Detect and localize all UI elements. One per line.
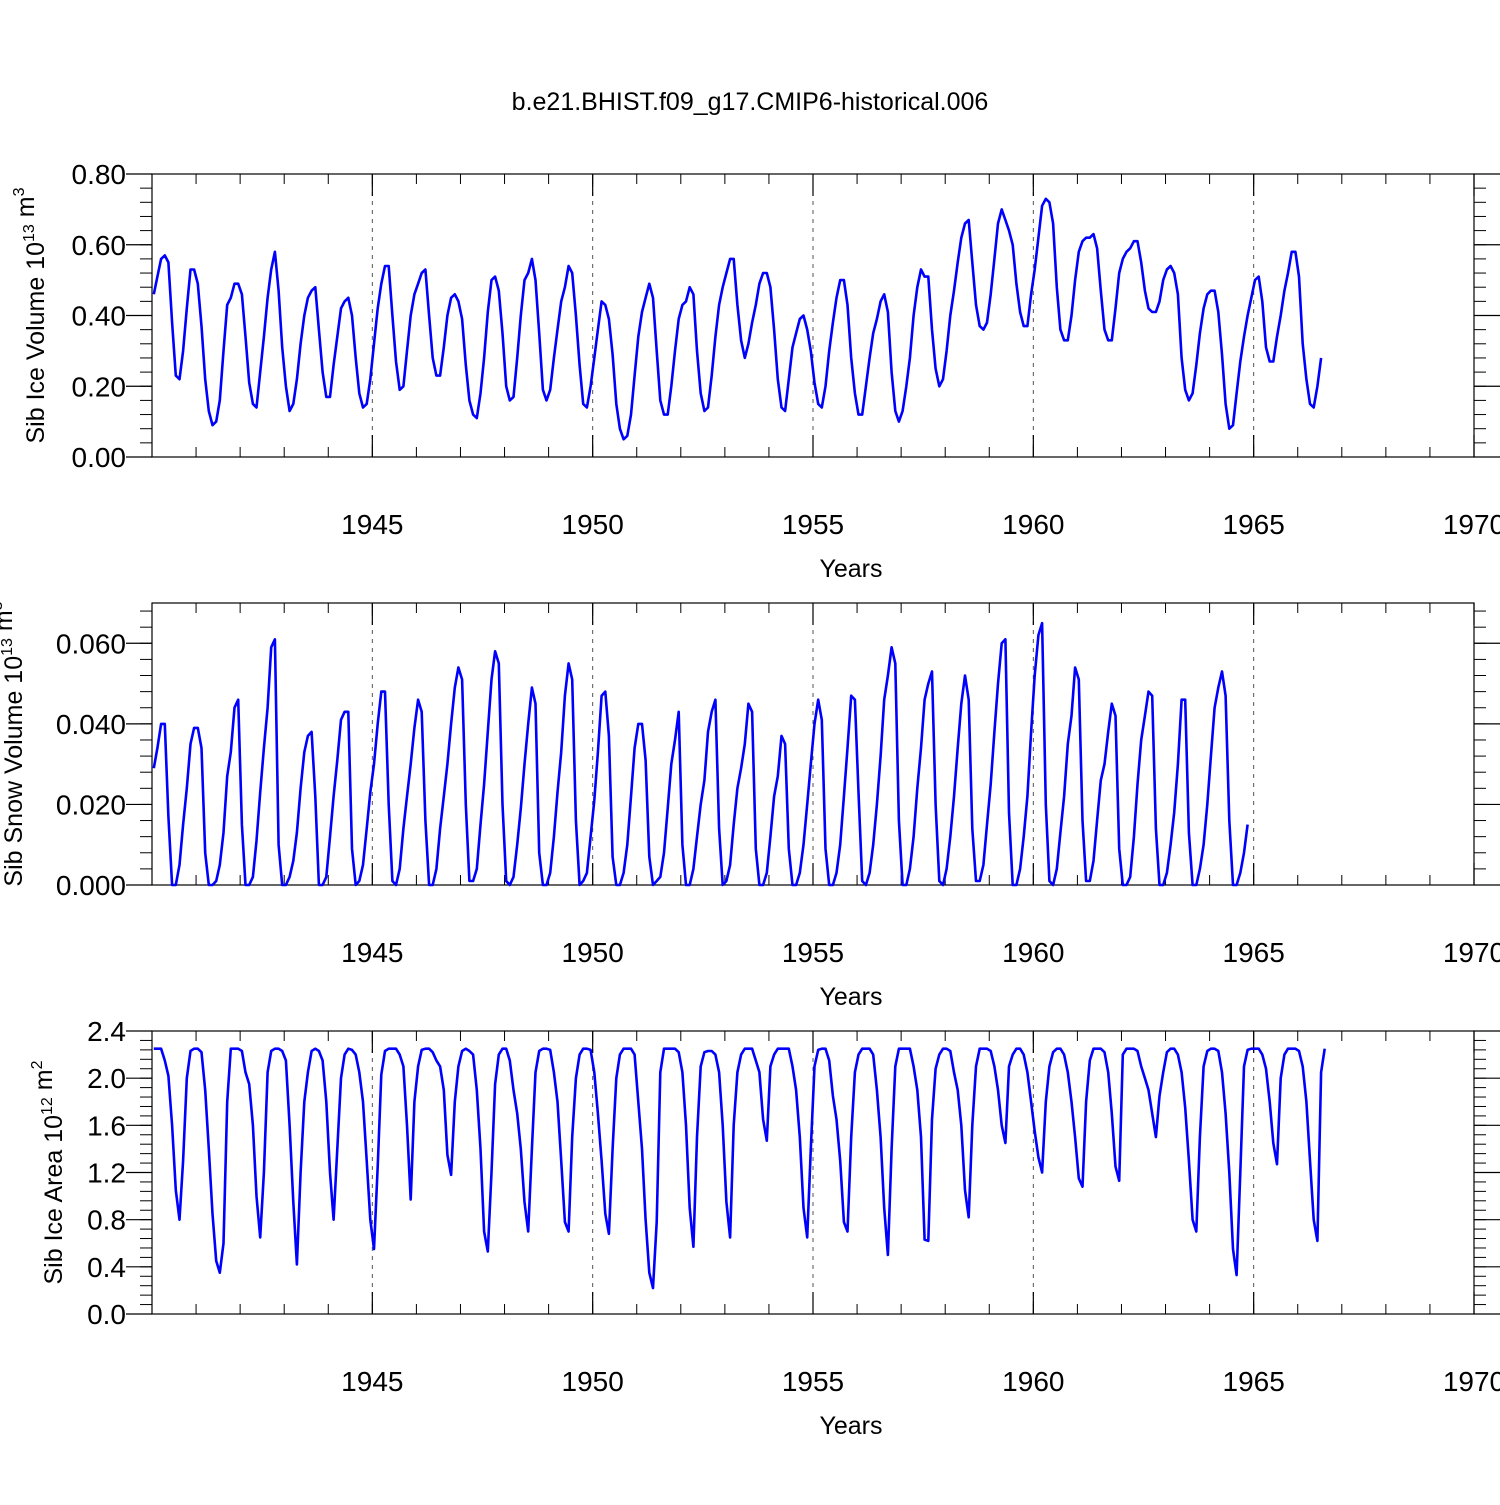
x-tick-label: 1955 [782, 937, 844, 968]
y-tick-label: 0.000 [56, 870, 126, 901]
x-tick-label: 1950 [562, 509, 624, 540]
x-tick-label: 1970 [1443, 1366, 1500, 1397]
x-tick-label: 1950 [562, 1366, 624, 1397]
y-tick-label: 1.2 [87, 1158, 126, 1189]
y-axis-title-text: Sib Ice Area 10 [40, 1115, 68, 1285]
y-axis-title: Sib Ice Area 1012 m2 [29, 1060, 68, 1284]
plot-frame [151, 173, 1475, 458]
y-axis-title: Sib Ice Volume 1013 m3 [11, 187, 50, 443]
y-axis-title-superscript: 12 [39, 1097, 56, 1115]
panel-1: 1945 1950 1955 1960 1965 1970 0.00 0.20 0.40 0.60… [11, 159, 1500, 583]
x-tick-label: 1960 [1002, 509, 1064, 540]
x-tick-label: 1955 [782, 509, 844, 540]
x-tick-label: 1960 [1002, 1366, 1064, 1397]
x-tick-label: 1970 [1443, 937, 1500, 968]
y-axis-title-text: Sib Snow Volume 10 [0, 656, 28, 887]
y-tick-label: 0.040 [56, 709, 126, 740]
x-tick-label: 1965 [1223, 1366, 1285, 1397]
y-tick-label: 0.80 [72, 159, 127, 190]
y-axis-title-text: m [30, 1069, 58, 1097]
y-tick-label: 2.4 [87, 1016, 126, 1047]
panel-2: 1945 1950 1955 1960 1965 1970 0.000 0.020 0.040 0… [0, 601, 1500, 1011]
y-tick-label: 0.0 [87, 1299, 126, 1330]
series-line-1 [152, 197, 1323, 441]
y-axis-title-superscript: 13 [0, 638, 16, 656]
x-tick-label: 1970 [1443, 509, 1500, 540]
y-tick-label: 0.060 [56, 628, 126, 659]
y-tick-label: 0.20 [72, 371, 127, 402]
x-axis-title: Years [819, 555, 882, 583]
y-axis-title-superscript: 2 [29, 1060, 46, 1069]
y-tick-label: 1.6 [87, 1110, 126, 1141]
series-line-2 [152, 621, 1249, 887]
y-tick-label: 0.40 [72, 301, 127, 332]
y-axis-title-superscript: 3 [11, 187, 28, 196]
y-axis-title-text: m [12, 196, 40, 224]
y-tick-label: 0.60 [72, 230, 127, 261]
y-tick-label: 0.4 [87, 1252, 126, 1283]
x-axis-title: Years [819, 1412, 882, 1440]
x-tick-label: 1945 [341, 1366, 403, 1397]
x-axis-title: Years [819, 983, 882, 1011]
y-axis-title-superscript: 13 [21, 224, 38, 242]
y-axis-title: Sib Snow Volume 1013 m3 [0, 601, 28, 886]
x-tick-label: 1955 [782, 1366, 844, 1397]
x-tick-label: 1965 [1223, 509, 1285, 540]
y-tick-label: 0.00 [72, 442, 127, 473]
panel-3: 1945 1950 1955 1960 1965 1970 0.0 0.4 0.8 1.2 1.6 2… [29, 1016, 1500, 1440]
y-axis-title-text: m [0, 610, 18, 638]
x-tick-label: 1965 [1223, 937, 1285, 968]
x-tick-label: 1945 [341, 509, 403, 540]
x-tick-label: 1950 [562, 937, 624, 968]
y-tick-label: 0.020 [56, 789, 126, 820]
x-tick-label: 1945 [341, 937, 403, 968]
figure-title: b.e21.BHIST.f09_g17.CMIP6-historical.006 [512, 88, 989, 116]
series-line-3 [153, 1047, 1326, 1290]
y-tick-label: 2.0 [87, 1063, 126, 1094]
y-axis-title-superscript: 3 [0, 601, 6, 610]
y-tick-label: 0.8 [87, 1205, 126, 1236]
y-axis-title-text: Sib Ice Volume 10 [22, 242, 50, 444]
x-tick-label: 1960 [1002, 937, 1064, 968]
